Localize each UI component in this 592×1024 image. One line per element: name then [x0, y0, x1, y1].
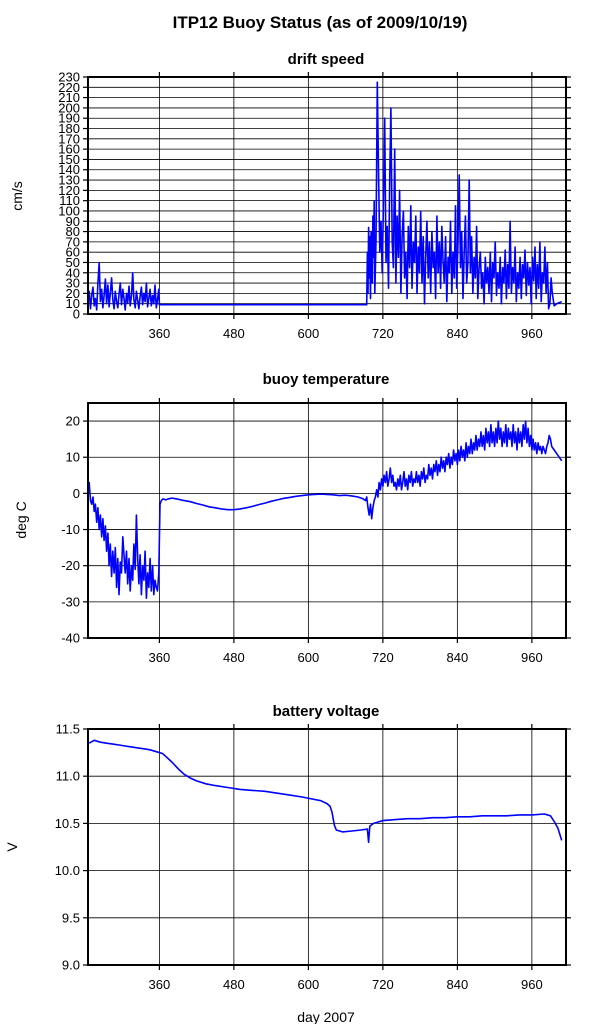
y-tick-label: -20 [61, 558, 80, 573]
y-tick-label: 30 [66, 276, 80, 291]
y-tick-label: 100 [58, 203, 80, 218]
x-tick-label: 840 [447, 650, 469, 665]
plot-frame [87, 728, 567, 966]
y-tick-label: -30 [61, 594, 80, 609]
buoy-temperature-ylabel: deg C [13, 501, 29, 538]
x-tick-label: 720 [372, 650, 394, 665]
y-tick-label: 0 [73, 307, 80, 322]
drift-speed-plot: 0102030405060708090100110120130140150160… [58, 70, 571, 341]
y-tick-label: 20 [66, 286, 80, 301]
y-tick-label: 110 [59, 193, 80, 208]
y-tick-label: 210 [58, 90, 80, 105]
x-tick-label: 960 [521, 650, 543, 665]
series-line [87, 81, 563, 311]
y-tick-label: 9.5 [62, 910, 80, 925]
y-tick-label: 80 [66, 224, 80, 239]
y-tick-label: 9.0 [62, 958, 80, 973]
y-tick-label: -40 [61, 631, 80, 646]
x-tick-label: 840 [447, 326, 469, 341]
y-tick-label: 10 [66, 450, 80, 465]
x-tick-label: 960 [521, 977, 543, 992]
x-tick-label: 360 [149, 977, 171, 992]
battery-voltage-title: battery voltage [273, 703, 380, 720]
x-tick-label: 840 [447, 977, 469, 992]
battery-voltage-ylabel: V [4, 842, 20, 852]
y-tick-label: 0 [73, 486, 80, 501]
y-tick-label: 200 [58, 100, 80, 115]
y-tick-label: 70 [66, 234, 80, 249]
x-tick-label: 360 [149, 326, 171, 341]
x-tick-label: 960 [521, 326, 543, 341]
drift-speed-ylabel: cm/s [9, 181, 25, 211]
buoy-temperature-plot: -40 -30 -20 -10 0 10 20 360 480 600 720 840 960 [61, 398, 571, 665]
drift-speed-title: drift speed [288, 51, 365, 68]
x-tick-label: 480 [223, 650, 245, 665]
y-tick-label: 160 [58, 142, 80, 157]
y-tick-label: 10.5 [55, 816, 80, 831]
y-tick-label: 50 [66, 255, 80, 270]
buoy-temperature-title: buoy temperature [263, 371, 390, 388]
battery-voltage-plot: 9.0 9.5 10.0 10.5 11.0 11.5 360 480 600 720 840 960 [55, 722, 571, 992]
y-tick-label: 10 [66, 296, 80, 311]
battery-voltage-panel: battery voltage V 9.0 9.5 10.0 10.5 11.0 11.5… [4, 703, 571, 992]
y-tick-label: 140 [58, 162, 80, 177]
y-tick-label: 120 [58, 183, 80, 198]
y-tick-label: 10.0 [55, 863, 80, 878]
y-tick-label: 40 [66, 265, 80, 280]
y-tick-label: 60 [66, 245, 80, 260]
buoy-temperature-panel: buoy temperature deg C -40 -30 -20 -10 0 10 20… [13, 371, 571, 665]
x-tick-label: 600 [298, 977, 320, 992]
y-tick-label: 11.0 [56, 769, 80, 784]
y-tick-label: 150 [58, 152, 80, 167]
y-tick-label: 230 [58, 70, 80, 85]
plot-frame [87, 76, 567, 315]
x-tick-label: 360 [149, 650, 171, 665]
plot-frame [87, 402, 567, 639]
y-tick-label: 180 [58, 121, 80, 136]
y-tick-label: 220 [58, 80, 80, 95]
x-tick-label: 600 [298, 650, 320, 665]
x-tick-label: 480 [223, 326, 245, 341]
x-tick-label: 480 [223, 977, 245, 992]
x-tick-label: 600 [298, 326, 320, 341]
y-tick-label: 170 [58, 131, 80, 146]
y-tick-label: 11.5 [56, 722, 80, 737]
y-tick-label: -10 [61, 522, 80, 537]
x-axis-label: day 2007 [297, 1009, 355, 1024]
series-line [87, 420, 563, 599]
series-line [88, 739, 563, 844]
y-tick-label: 90 [66, 214, 80, 229]
y-tick-label: 130 [58, 173, 80, 188]
y-tick-label: 190 [58, 111, 80, 126]
x-tick-label: 720 [372, 977, 394, 992]
figure-title: ITP12 Buoy Status (as of 2009/10/19) [173, 13, 468, 32]
x-tick-label: 720 [372, 326, 394, 341]
drift-speed-panel: drift speed cm/s 01020304050607080901001… [9, 51, 571, 341]
y-tick-label: 20 [66, 414, 80, 429]
